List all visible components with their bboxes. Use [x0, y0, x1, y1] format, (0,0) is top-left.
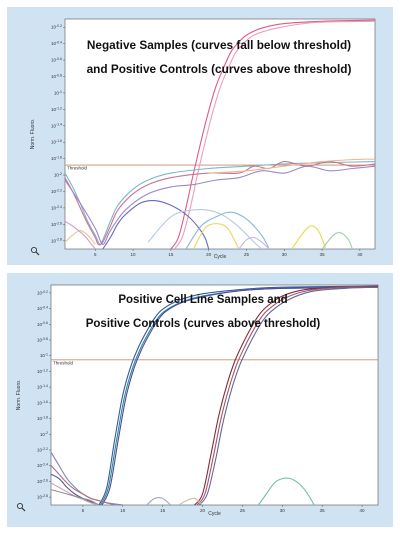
- y-tick-label: 10-2: [40, 431, 48, 437]
- series-group: [65, 19, 375, 249]
- y-tick-label: 10-1: [40, 353, 48, 359]
- y-tick-label: 10-0.4: [51, 41, 62, 47]
- chart-positive-samples: 10-0.2 10-0.4 10-0.6 10-0.8 10-1 10-1.2 10-1.4…: [16, 284, 379, 517]
- y-tick-label: 10-1.2: [37, 368, 48, 374]
- series-line-1: [170, 19, 375, 249]
- series-line-13: [291, 225, 327, 249]
- y-tick-label: 10-2.8: [51, 238, 62, 244]
- plot-area: [50, 284, 379, 506]
- x-tick-label: 20: [206, 252, 212, 257]
- chart-title-line-1: Positive Cell Line Samples and: [118, 294, 287, 306]
- series-line-7: [102, 200, 210, 249]
- series-line-10: [185, 211, 270, 249]
- series-line-12: [238, 236, 270, 249]
- series-line-9: [51, 473, 100, 505]
- y-tick-label: 10-0.6: [51, 57, 62, 63]
- series-line-15: [65, 220, 96, 249]
- x-tick-label: 25: [240, 508, 246, 513]
- x-tick-label: 35: [320, 508, 326, 513]
- series-line-14: [321, 231, 353, 249]
- x-tick-label: 5: [94, 252, 97, 257]
- series-line-5: [196, 286, 378, 505]
- x-tick-label: 40: [360, 508, 366, 513]
- x-axis-label: Cycle: [214, 254, 227, 260]
- y-tick-label: 10-2.2: [51, 188, 62, 194]
- y-tick-label: 10-2.6: [51, 221, 62, 227]
- series-line-3: [65, 161, 375, 246]
- y-tick-label: 10-0.8: [51, 73, 62, 79]
- chart-title-line-2: Positive Controls (curves above threshol…: [86, 318, 321, 330]
- x-tick-label: 35: [320, 252, 326, 257]
- series-line-11: [193, 223, 240, 249]
- series-line-4: [65, 161, 375, 246]
- threshold-label: Threshold: [67, 166, 88, 171]
- y-tick-label: 10-0.2: [37, 290, 48, 296]
- chart-panel-positive: 10-0.2 10-0.4 10-0.6 10-0.8 10-1 10-1.2 10-1.4…: [7, 273, 393, 527]
- x-tick-label: 15: [160, 508, 166, 513]
- series-line-5: [65, 165, 375, 245]
- y-tick-label: 10-1.8: [51, 156, 62, 162]
- chart-title-line-2: and Positive Controls (curves above thre…: [87, 62, 352, 76]
- y-tick-label: 10-2: [54, 172, 62, 178]
- series-line-6: [208, 158, 375, 174]
- series-line-4: [194, 285, 378, 505]
- series-line-2: [174, 20, 375, 249]
- tool-icon: [16, 502, 26, 512]
- y-tick-label: 10-0.2: [51, 24, 62, 30]
- series-line-14: [178, 497, 203, 505]
- series-line-6: [198, 286, 378, 505]
- series-line-8: [51, 465, 115, 505]
- y-axis-label: Norm. Fluoro.: [16, 380, 22, 411]
- series-line-11: [51, 489, 100, 505]
- series-group: [51, 285, 378, 505]
- y-tick-label: 10-2.4: [37, 463, 48, 469]
- plot-area: [64, 18, 376, 250]
- x-tick-label: 10: [131, 252, 137, 257]
- series-line-9: [147, 209, 262, 249]
- x-tick-label: 40: [357, 252, 363, 257]
- series-line-3: [101, 286, 378, 505]
- x-tick-label: 5: [82, 508, 85, 513]
- x-tick-label: 10: [120, 508, 126, 513]
- y-tick-label: 10-1.4: [51, 123, 62, 129]
- x-axis-label: Cycle: [208, 511, 221, 517]
- series-line-12: [257, 477, 315, 505]
- x-tick-label: 30: [282, 252, 288, 257]
- y-tick-label: 10-1.8: [37, 415, 48, 421]
- y-axis-label: Norm. Fluoro.: [30, 119, 36, 150]
- x-tick-label: 30: [280, 508, 286, 513]
- chart-title-line-1: Negative Samples (curves fall below thre…: [87, 38, 351, 52]
- y-tick-label: 10-1.2: [51, 106, 62, 112]
- y-tick-label: 10-0.6: [37, 321, 48, 327]
- x-tick-label: 15: [168, 252, 174, 257]
- y-tick-label: 10-2.4: [51, 205, 62, 211]
- x-tick-label: 20: [200, 508, 206, 513]
- x-tick-label: 25: [244, 252, 250, 257]
- series-line-1: [98, 285, 378, 505]
- y-tick-label: 10-1.6: [37, 400, 48, 406]
- chart-panel-negative: 10-0.2 10-0.4 10-0.6 10-0.8 10-1 10-1.2 10-1.4…: [7, 7, 393, 265]
- tool-icon: [30, 246, 40, 256]
- chart-negative-samples: 10-0.2 10-0.4 10-0.6 10-0.8 10-1 10-1.2 10-1.4…: [30, 18, 376, 260]
- y-tick-label: 10-2.8: [37, 494, 48, 500]
- series-line-8: [65, 230, 96, 245]
- y-tick-label: 10-2.2: [37, 447, 48, 453]
- series-line-13: [146, 497, 171, 505]
- y-tick-label: 10-1.6: [51, 139, 62, 145]
- y-tick-label: 10-0.4: [37, 305, 48, 311]
- y-tick-label: 10-1: [54, 90, 62, 96]
- y-tick-label: 10-2.6: [37, 478, 48, 484]
- y-tick-label: 10-1.4: [37, 384, 48, 390]
- y-tick-label: 10-0.8: [37, 337, 48, 343]
- threshold-label: Threshold: [53, 360, 74, 365]
